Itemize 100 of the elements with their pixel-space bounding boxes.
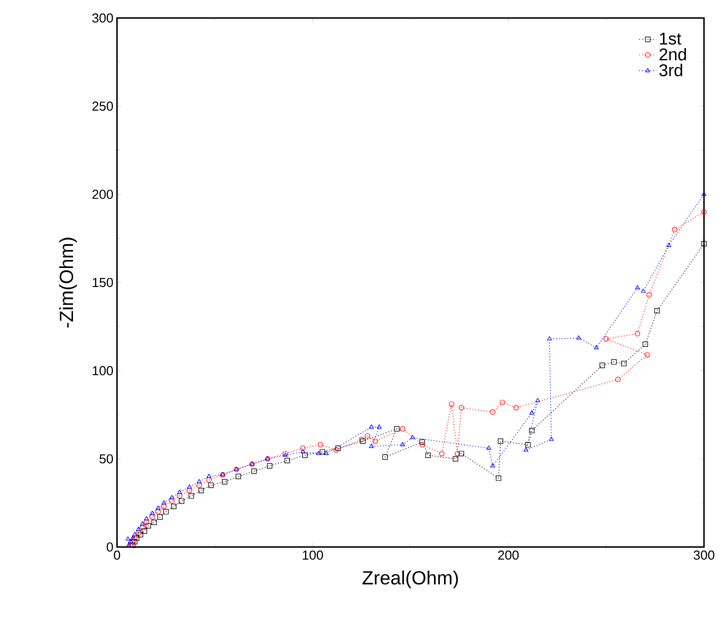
- point: [611, 359, 617, 365]
- point: [547, 336, 552, 340]
- point: [178, 498, 184, 504]
- point: [161, 504, 167, 510]
- x-tick-label: 200: [498, 550, 519, 560]
- point: [171, 504, 176, 510]
- x-tick-label: 0: [114, 550, 120, 560]
- point: [549, 436, 554, 441]
- point: [144, 516, 149, 520]
- point: [529, 428, 535, 434]
- point: [513, 404, 519, 410]
- point: [206, 474, 212, 478]
- legend-label: 2nd: [660, 48, 686, 60]
- y-axis-title: -Zim(Ohm): [59, 238, 77, 328]
- point: [420, 442, 425, 448]
- point: [376, 424, 382, 429]
- point: [157, 514, 163, 520]
- point: [187, 484, 192, 489]
- point: [654, 308, 660, 314]
- y-tick-label: 50: [100, 454, 113, 464]
- point: [318, 442, 324, 448]
- point: [140, 524, 146, 530]
- point: [146, 523, 152, 529]
- y-tick-label: 300: [92, 13, 113, 23]
- point: [151, 520, 157, 525]
- point: [603, 336, 609, 342]
- point: [206, 477, 212, 483]
- point: [188, 493, 194, 499]
- point: [634, 330, 640, 336]
- point: [701, 209, 707, 215]
- point: [410, 434, 415, 440]
- point: [222, 479, 228, 484]
- point: [702, 192, 706, 196]
- point: [420, 439, 425, 445]
- point: [150, 514, 155, 520]
- y-tick-label: 250: [92, 102, 113, 111]
- point: [368, 424, 374, 429]
- point: [372, 438, 378, 444]
- point: [615, 376, 621, 382]
- point: [458, 450, 464, 456]
- point: [316, 450, 321, 456]
- point: [525, 442, 531, 448]
- point: [324, 450, 329, 456]
- point: [535, 398, 540, 402]
- point: [594, 345, 599, 350]
- point: [640, 288, 646, 293]
- point: [425, 452, 431, 458]
- point: [490, 463, 496, 468]
- point: [198, 488, 204, 494]
- point: [320, 449, 326, 454]
- point: [302, 452, 308, 458]
- point: [382, 454, 388, 460]
- point: [300, 449, 306, 454]
- point: [284, 458, 290, 464]
- point: [169, 494, 174, 500]
- point: [196, 482, 202, 488]
- legend-label: 1st: [660, 32, 682, 45]
- point: [524, 447, 528, 452]
- point: [126, 536, 130, 541]
- point: [644, 352, 650, 358]
- point: [621, 360, 626, 366]
- y-tick-label: 100: [92, 366, 113, 376]
- point: [266, 463, 272, 469]
- point: [196, 479, 202, 484]
- x-axis-title: Zreal(Ohm): [362, 570, 458, 588]
- point: [454, 450, 460, 456]
- point: [162, 500, 166, 504]
- point: [163, 509, 169, 514]
- point: [400, 426, 406, 432]
- point: [140, 521, 145, 526]
- point: [132, 532, 137, 536]
- point: [150, 510, 155, 515]
- point: [452, 456, 458, 462]
- point: [500, 400, 506, 406]
- point: [439, 450, 445, 456]
- point: [642, 342, 648, 347]
- point: [635, 285, 640, 290]
- point: [394, 426, 400, 432]
- point: [156, 505, 160, 510]
- point: [142, 528, 148, 534]
- legend-label: 3rd: [659, 64, 682, 76]
- point: [186, 488, 192, 494]
- point: [486, 446, 492, 450]
- y-tick-label: 0: [106, 542, 113, 552]
- point: [672, 226, 678, 232]
- point: [208, 482, 214, 488]
- point: [666, 242, 672, 247]
- point: [368, 444, 374, 448]
- point: [498, 438, 504, 444]
- point: [458, 404, 464, 410]
- point: [400, 442, 406, 446]
- point: [529, 410, 534, 414]
- point: [701, 241, 707, 246]
- point: [144, 520, 150, 525]
- point: [176, 493, 182, 499]
- point: [300, 446, 306, 451]
- point: [646, 292, 652, 298]
- x-tick-label: 300: [694, 550, 714, 560]
- y-tick-label: 150: [92, 278, 113, 288]
- point: [177, 490, 182, 494]
